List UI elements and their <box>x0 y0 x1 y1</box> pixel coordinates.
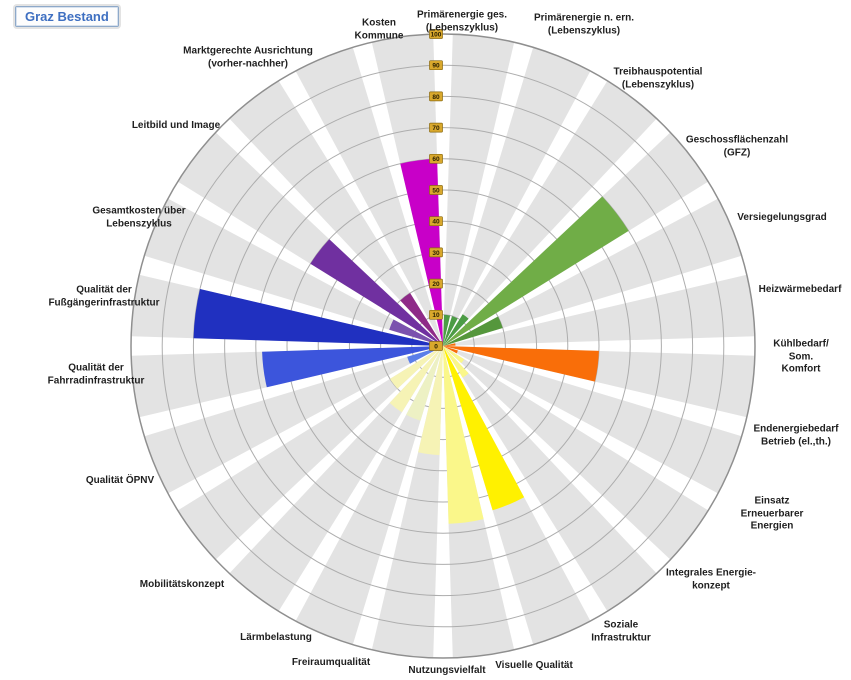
svg-text:100: 100 <box>431 31 442 38</box>
axis-tick-90: 90 <box>429 60 443 71</box>
grid-ring-40 <box>317 220 569 472</box>
svg-text:0: 0 <box>434 343 438 350</box>
value-wedge-8 <box>443 346 465 364</box>
sector-bg-21 <box>229 80 443 347</box>
svg-text:30: 30 <box>432 250 440 257</box>
grid-ring-80 <box>192 95 694 597</box>
value-wedge-1 <box>443 316 458 346</box>
svg-text:80: 80 <box>432 94 440 101</box>
sector-bg-2 <box>443 80 657 347</box>
axis-tick-10: 10 <box>429 309 443 320</box>
value-wedge-7 <box>443 346 458 354</box>
value-wedge-9 <box>443 346 469 378</box>
axis-tick-100: 100 <box>429 29 443 39</box>
value-wedge-18 <box>193 289 443 346</box>
svg-text:50: 50 <box>432 187 440 194</box>
grid-ring-10 <box>411 314 475 378</box>
axis-tick-20: 20 <box>429 278 443 289</box>
sector-bg-15 <box>177 346 444 560</box>
sector-bg-5 <box>443 274 755 346</box>
svg-text:70: 70 <box>432 125 440 132</box>
axis-tick-40: 40 <box>429 216 443 227</box>
sector-bg-14 <box>229 346 443 612</box>
value-wedge-0 <box>443 314 451 346</box>
value-wedge-15 <box>390 346 443 389</box>
svg-text:40: 40 <box>432 219 440 226</box>
sector-bg-0 <box>443 34 515 346</box>
value-wedge-10 <box>443 346 525 511</box>
axis-tick-30: 30 <box>429 247 443 258</box>
grid-ring-100 <box>130 33 756 659</box>
axis-tick-0: 0 <box>429 341 443 351</box>
grid-ring-60 <box>255 158 631 534</box>
value-wedge-23 <box>400 158 443 346</box>
value-wedge-14 <box>389 346 443 413</box>
axis-tick-70: 70 <box>429 122 443 133</box>
grid-ring-20 <box>380 283 506 409</box>
sector-bg-9 <box>443 346 657 612</box>
value-wedge-21 <box>400 293 443 346</box>
chart-title-badge: Graz Bestand <box>15 6 119 27</box>
grid-ring-70 <box>224 127 662 565</box>
value-wedge-6 <box>443 346 599 382</box>
value-wedge-19 <box>389 319 443 346</box>
axis-tick-60: 60 <box>429 153 443 164</box>
sector-bg-8 <box>443 346 709 560</box>
svg-text:90: 90 <box>432 63 440 70</box>
axis-tick-50: 50 <box>429 185 443 195</box>
value-wedge-17 <box>262 346 443 388</box>
svg-text:60: 60 <box>432 156 440 163</box>
value-wedge-20 <box>310 239 443 346</box>
value-wedge-12 <box>418 346 443 456</box>
grid-ring-90 <box>161 64 725 628</box>
grid-ring-30 <box>348 251 538 441</box>
grid-ring-50 <box>286 189 600 503</box>
value-wedge-4 <box>443 316 503 346</box>
axis-tick-80: 80 <box>429 91 443 102</box>
svg-text:20: 20 <box>432 281 440 288</box>
value-wedge-2 <box>443 314 469 346</box>
value-wedge-3 <box>443 196 629 346</box>
value-wedge-13 <box>406 346 443 421</box>
value-wedge-11 <box>443 346 484 524</box>
svg-text:10: 10 <box>432 312 440 319</box>
value-wedge-5 <box>443 343 456 346</box>
